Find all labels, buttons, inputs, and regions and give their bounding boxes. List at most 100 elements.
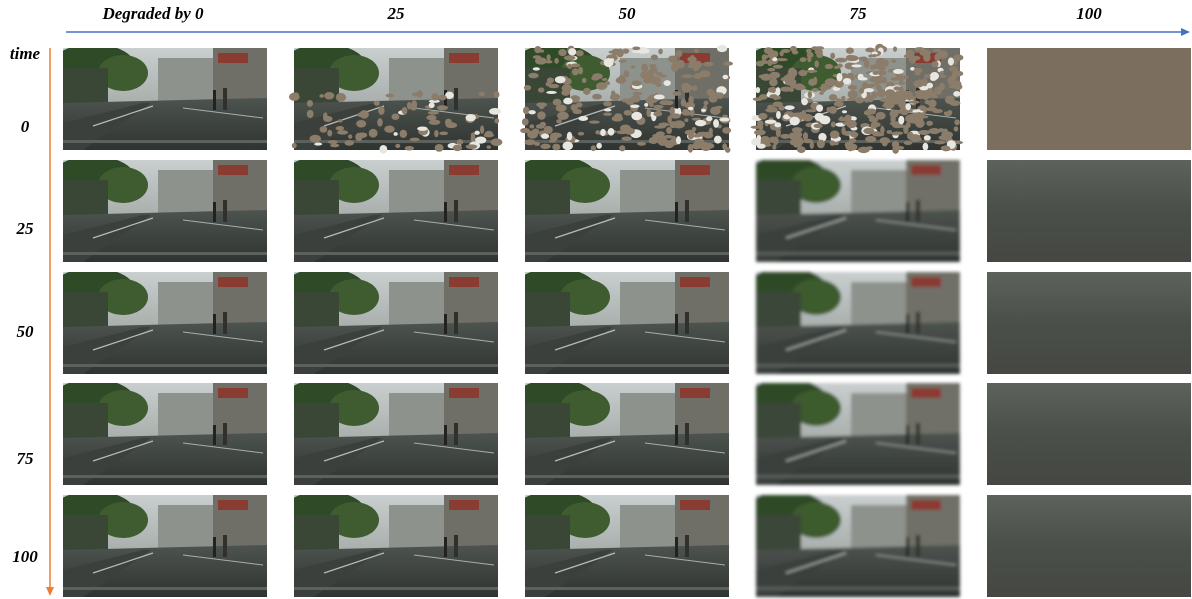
noise-blob	[362, 110, 368, 117]
noise-blob	[428, 111, 439, 115]
noise-blob	[336, 93, 346, 102]
noise-blob	[356, 120, 366, 128]
image-cell	[513, 268, 729, 374]
noise-blob	[829, 106, 837, 114]
noise-blob	[890, 110, 899, 118]
noise-blob	[608, 51, 617, 54]
noise-blob	[778, 105, 784, 110]
noise-blob	[392, 114, 397, 117]
noise-blob	[915, 71, 921, 75]
noise-blob	[654, 125, 666, 128]
noise-blob	[653, 111, 662, 116]
noise-blob	[564, 55, 576, 60]
noise-blob	[536, 124, 545, 129]
noise-blob	[395, 144, 400, 148]
noise-blob	[319, 94, 324, 98]
noise-blob	[808, 91, 812, 98]
noise-blob	[412, 92, 424, 96]
noise-blob	[604, 58, 614, 67]
noise-blob	[537, 111, 546, 120]
noise-blob	[710, 107, 721, 115]
image-cell	[282, 44, 502, 154]
noise-blob	[801, 98, 808, 105]
noise-blob	[781, 49, 790, 53]
noise-blob	[904, 141, 913, 145]
noise-blob	[858, 77, 868, 80]
noise-blob	[757, 144, 766, 149]
noise-blob	[891, 60, 896, 63]
noise-blob	[940, 71, 944, 75]
noise-blob	[912, 112, 920, 119]
noise-blob	[576, 102, 583, 107]
noise-blob	[945, 95, 955, 104]
noise-blob	[769, 78, 778, 86]
street-image	[51, 491, 267, 597]
noise-blob	[803, 139, 813, 143]
noise-blob	[895, 98, 905, 104]
noise-blob	[928, 128, 940, 134]
noise-blob	[846, 47, 854, 53]
noise-blob	[891, 132, 900, 136]
image-cell	[282, 491, 498, 597]
noise-blob	[825, 64, 833, 69]
noise-blob	[882, 77, 887, 83]
noise-blob	[926, 107, 938, 111]
image-cell	[744, 156, 960, 262]
noise-blob	[753, 97, 763, 101]
noise-blob	[773, 65, 783, 69]
noise-blob	[807, 56, 811, 62]
noise-blob	[379, 145, 387, 154]
row-label: 25	[16, 219, 35, 238]
noise-blob	[563, 98, 573, 105]
row-label: 50	[17, 322, 35, 341]
degraded-image	[987, 160, 1191, 262]
noise-blob	[759, 74, 770, 78]
noise-blob	[931, 61, 938, 67]
noise-blob	[688, 107, 694, 111]
image-cell	[744, 44, 963, 154]
noise-blob	[905, 103, 911, 110]
noise-blob	[872, 131, 881, 135]
noise-blob	[555, 76, 566, 83]
noise-blob	[520, 128, 530, 133]
image-cell	[744, 379, 960, 485]
noise-blob	[528, 73, 539, 79]
noise-blob	[289, 93, 300, 101]
noise-blob	[924, 135, 931, 140]
noise-blob	[677, 60, 685, 69]
noise-blob	[374, 101, 380, 106]
noise-blob	[695, 120, 706, 127]
noise-blob	[814, 113, 824, 121]
noise-blob	[323, 116, 332, 122]
noise-blob	[723, 61, 733, 66]
noise-blob	[806, 49, 812, 54]
noise-blob	[672, 136, 676, 142]
noise-blob	[885, 95, 894, 102]
noise-blob	[562, 84, 572, 92]
noise-blob	[400, 130, 408, 138]
noise-blob	[848, 90, 858, 99]
noise-blob	[722, 127, 731, 134]
noise-blob	[830, 53, 835, 59]
noise-blob	[384, 126, 394, 133]
noise-blob	[871, 92, 877, 99]
noise-blob	[789, 117, 799, 126]
noise-blob	[407, 102, 411, 110]
noise-blob	[457, 139, 464, 145]
noise-blob	[808, 79, 816, 86]
noise-blob	[437, 105, 448, 110]
noise-blob	[603, 101, 612, 106]
figure: time Degraded by 02550751000255075100	[0, 0, 1192, 599]
noise-blob	[928, 99, 937, 107]
noise-blob	[930, 72, 939, 80]
noise-blob	[528, 110, 535, 114]
noise-blob	[909, 101, 920, 104]
noise-blob	[830, 130, 840, 138]
noise-blob	[337, 130, 348, 134]
noise-blob	[489, 108, 501, 115]
noise-blob	[348, 134, 352, 138]
noise-blob	[624, 110, 632, 116]
noise-blob	[631, 80, 641, 86]
street-image	[513, 491, 729, 597]
noise-blob	[684, 118, 688, 122]
